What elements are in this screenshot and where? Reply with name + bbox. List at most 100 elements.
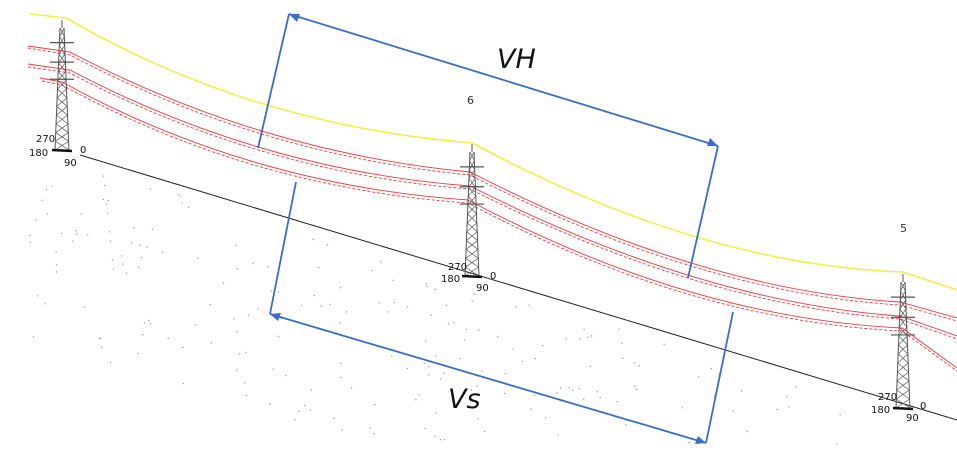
speckle [32, 336, 35, 338]
conductors [27, 45, 957, 372]
compass-right: 270 180 0 90 [871, 392, 926, 424]
speckle [839, 413, 841, 416]
speckle [100, 337, 102, 339]
vs-label: Vs [448, 384, 481, 415]
tower-base [892, 406, 914, 411]
speckle [740, 390, 743, 392]
speckle [776, 408, 778, 411]
tower-brace [56, 106, 68, 116]
earth-wire [29, 13, 957, 291]
speckle [209, 303, 211, 306]
speckle [434, 435, 436, 438]
speckle [373, 432, 375, 435]
tower-brace [899, 299, 907, 310]
tower-left [50, 20, 74, 153]
speckle [621, 342, 623, 344]
speckle [339, 287, 342, 289]
compass-s: 90 [476, 283, 489, 294]
speckle [236, 369, 238, 371]
speckle [586, 336, 589, 338]
speckle [339, 322, 341, 324]
tower-base [461, 274, 483, 279]
compass-w: 180 [871, 405, 890, 416]
speckle [835, 443, 838, 445]
compass-w: 180 [441, 274, 460, 285]
speckle [75, 233, 78, 235]
speckle [146, 246, 148, 248]
speckle [663, 343, 665, 345]
tower-brace [896, 380, 910, 391]
speckle [312, 238, 315, 241]
speckle [87, 234, 89, 236]
tower-brace [57, 80, 67, 90]
speckle [222, 282, 225, 284]
speckle [194, 324, 197, 326]
speckle [326, 244, 329, 246]
speckle [528, 304, 530, 306]
speckle [350, 387, 353, 389]
speckle [622, 357, 624, 359]
speckle [391, 355, 393, 357]
speckle [439, 378, 442, 380]
speckle [406, 367, 408, 370]
speckle [55, 264, 58, 266]
speckle [36, 295, 39, 297]
speckle [45, 188, 48, 191]
tower-brace [468, 160, 475, 170]
speckle [112, 268, 115, 270]
tower-brace [465, 257, 479, 268]
speckle [541, 345, 544, 347]
speckle [710, 367, 713, 370]
tower-brace [465, 249, 479, 259]
speckle [599, 396, 601, 399]
vs-dimension [269, 181, 734, 444]
speckle [435, 355, 437, 357]
tower-brace [897, 353, 909, 364]
compass-n: 270 [878, 392, 897, 403]
speckle [236, 331, 238, 333]
speckle [122, 263, 124, 265]
speckle [257, 308, 259, 310]
speckle [244, 382, 246, 384]
speckle [746, 430, 748, 433]
speckle [313, 294, 315, 297]
tower-brace [896, 389, 910, 400]
tower-brace [900, 281, 906, 292]
tower-brace [466, 222, 478, 232]
speckle [80, 213, 82, 215]
speckle [393, 301, 396, 304]
speckle [320, 305, 322, 307]
tower-brace [57, 62, 66, 72]
speckle [141, 333, 144, 336]
speckle [634, 385, 636, 387]
speckle [578, 388, 580, 390]
speckle [378, 302, 380, 304]
speckle [177, 194, 179, 196]
tower-brace [56, 88, 67, 98]
speckle [795, 386, 797, 388]
speckle [161, 251, 164, 254]
speckle [151, 228, 154, 231]
tower-brace [897, 362, 909, 373]
speckle [565, 338, 567, 340]
speckle [55, 271, 58, 273]
speckle [445, 304, 448, 307]
speckle [557, 434, 559, 436]
speckle [732, 410, 734, 412]
speckle [788, 406, 790, 408]
speckle [477, 418, 479, 420]
speckle [387, 311, 389, 313]
speckle [616, 401, 618, 403]
speckle [35, 219, 37, 221]
tower-brace [56, 97, 68, 107]
speckle [380, 261, 382, 263]
compass-e: 0 [490, 271, 496, 282]
speckle [111, 259, 114, 261]
speckle [46, 213, 48, 215]
tower-brace [899, 290, 906, 301]
speckle [121, 255, 123, 257]
speckle [247, 314, 250, 316]
speckle [245, 394, 248, 397]
speckle [101, 346, 103, 349]
